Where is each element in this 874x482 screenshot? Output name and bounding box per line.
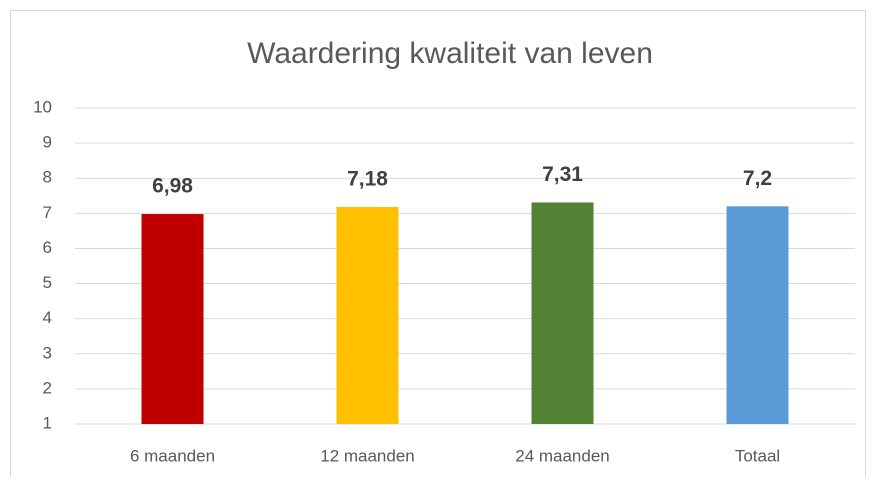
y-tick-label: 1 bbox=[43, 413, 52, 432]
y-tick-label: 7 bbox=[43, 203, 52, 222]
y-tick-label: 10 bbox=[33, 97, 52, 116]
chart-title: Waardering kwaliteit van leven bbox=[247, 37, 653, 70]
x-tick-label: 24 maanden bbox=[515, 446, 610, 465]
y-tick-label: 6 bbox=[43, 238, 52, 257]
value-label: 7,18 bbox=[347, 168, 388, 191]
x-tick-label: Totaal bbox=[735, 446, 780, 465]
x-tick-label: 6 maanden bbox=[130, 446, 215, 465]
y-tick-label: 4 bbox=[43, 308, 52, 327]
x-tick-label: 12 maanden bbox=[320, 446, 415, 465]
y-tick-label: 9 bbox=[43, 133, 52, 152]
y-tick-label: 5 bbox=[43, 273, 52, 292]
y-tick-label: 2 bbox=[43, 378, 52, 397]
bar bbox=[336, 207, 399, 424]
value-label: 7,2 bbox=[743, 167, 772, 190]
bar bbox=[141, 214, 204, 424]
bar bbox=[531, 202, 594, 424]
y-tick-label: 8 bbox=[43, 168, 52, 187]
y-tick-label: 3 bbox=[43, 343, 52, 362]
value-label: 7,31 bbox=[542, 163, 583, 186]
bar bbox=[726, 206, 789, 424]
value-label: 6,98 bbox=[152, 175, 193, 198]
